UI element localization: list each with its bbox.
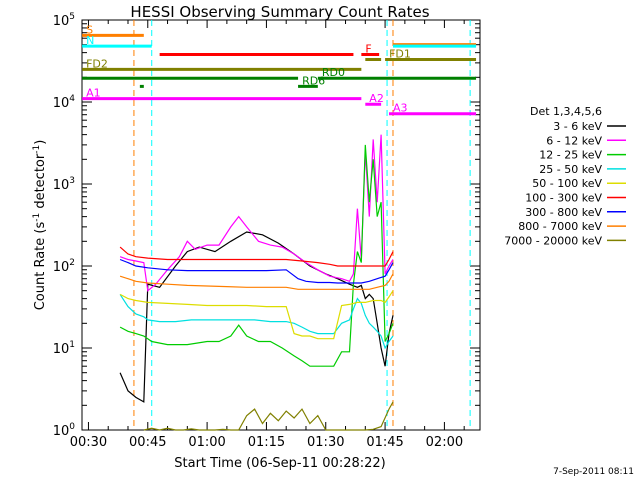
axis-ticks: [82, 20, 480, 431]
x-tick-label: 01:15: [248, 435, 285, 450]
flag-bar-label: FD1: [389, 47, 411, 60]
series-line: [119, 258, 394, 284]
legend-label: 800 - 7000 keV: [518, 220, 602, 233]
flag-bar-label: RD0: [322, 66, 345, 79]
series-line: [119, 290, 394, 340]
x-tick-label: 00:30: [70, 435, 107, 450]
flag-bar-label: F: [365, 42, 371, 55]
legend-label: 25 - 50 keV: [539, 163, 602, 176]
legend-label: 3 - 6 keV: [553, 120, 602, 133]
x-tick-labels: 00:30 00:45 01:00 01:15 01:30 01:45 02:00: [70, 435, 463, 450]
y-tick-label: 103: [53, 176, 75, 193]
x-tick-label: 00:45: [129, 435, 166, 450]
x-tick-label: 01:45: [366, 435, 403, 450]
legend-label: 300 - 800 keV: [525, 206, 602, 219]
y-tick-label: 100: [53, 422, 76, 439]
legend-label: 100 - 300 keV: [525, 192, 602, 205]
legend-label: 6 - 12 keV: [546, 134, 602, 147]
series-line: [119, 144, 394, 367]
series-line: [119, 134, 394, 292]
legend-title: Det 1,3,4,5,6: [530, 105, 602, 118]
x-tick-label: 01:30: [307, 435, 344, 450]
detector-vertical-markers: [133, 20, 471, 430]
y-tick-label: 102: [53, 258, 75, 275]
flag-bar-label: N: [86, 34, 94, 47]
flag-bar-label: A1: [86, 87, 101, 100]
series-line: [119, 273, 394, 290]
y-tick-labels: 100 101 102 103 104 105: [53, 12, 76, 439]
legend-label: 12 - 25 keV: [539, 149, 602, 162]
flag-bar-label: A2: [369, 92, 384, 105]
x-tick-label: 01:00: [188, 435, 225, 450]
y-axis-label: Count Rate (s-1 detector-1): [32, 140, 48, 311]
x-tick-label: 02:00: [426, 435, 463, 450]
y-tick-label: 101: [53, 340, 75, 357]
y-tick-label: 105: [53, 12, 75, 29]
plot-timestamp: 7-Sep-2011 08:11: [553, 467, 634, 477]
flag-bar-label: S: [86, 23, 93, 36]
legend-label: 50 - 100 keV: [532, 177, 602, 190]
plot-frame: [81, 19, 481, 431]
flag-bar-label: RD6: [302, 74, 325, 87]
series-line: [143, 401, 394, 431]
legend-label: 7000 - 20000 keV: [504, 234, 602, 247]
series-line: [119, 246, 394, 267]
series-lines: [119, 134, 394, 431]
y-tick-label: 104: [53, 94, 76, 111]
x-axis-label: Start Time (06-Sep-11 00:28:22): [174, 456, 385, 471]
flag-bar-label: FD2: [86, 57, 108, 70]
series-line: [119, 294, 394, 350]
chart-title: HESSI Observing Summary Count Rates: [130, 3, 429, 21]
flag-bar-label: A3: [393, 102, 408, 115]
